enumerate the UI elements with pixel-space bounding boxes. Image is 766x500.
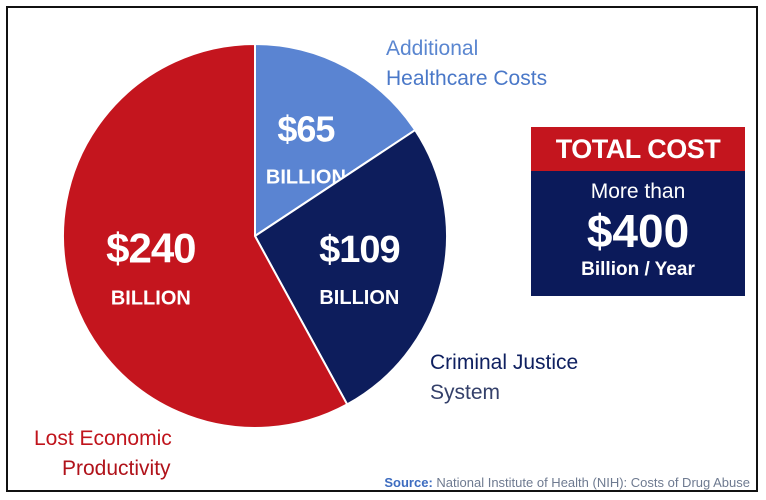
pie-slice-economic [62, 42, 349, 429]
slice-value-justice: $109 [319, 229, 400, 271]
label-justice-line2: System [430, 381, 501, 404]
slice-unit-healthcare: BILLION [266, 166, 346, 188]
source-text: National Institute of Health (NIH): Cost… [436, 475, 750, 490]
slice-value-healthcare: $65 [277, 108, 335, 149]
pie-slice-healthcare [254, 42, 417, 238]
label-healthcare-line2: Healthcare Costs [386, 67, 548, 90]
total-amount: $400 [586, 205, 690, 257]
label-economic-line2: Productivity [62, 457, 171, 480]
slice-unit-economic: BILLION [111, 288, 191, 310]
slice-value-economic: $240 [106, 225, 195, 272]
label-lost-productivity: Lost Economic Productivity [34, 424, 172, 484]
pie-slice-justice [253, 128, 448, 406]
source-label: Source: [384, 475, 433, 490]
label-economic-line1: Lost Economic [34, 427, 172, 450]
total-more-than: More than [590, 180, 686, 203]
label-justice-line1: Criminal Justice [430, 351, 579, 374]
total-cost-header: TOTAL COST [531, 127, 745, 171]
label-healthcare-line1: Additional [386, 37, 479, 60]
slice-unit-justice: BILLION [319, 287, 399, 309]
label-criminal-justice: Criminal Justice System [430, 348, 578, 408]
total-cost-box: TOTAL COST More than $400 Billion / Year [531, 127, 745, 296]
label-healthcare-costs: Additional Healthcare Costs [386, 34, 547, 94]
source-note: Source: National Institute of Health (NI… [384, 475, 750, 490]
total-unit: Billion / Year [581, 259, 695, 280]
